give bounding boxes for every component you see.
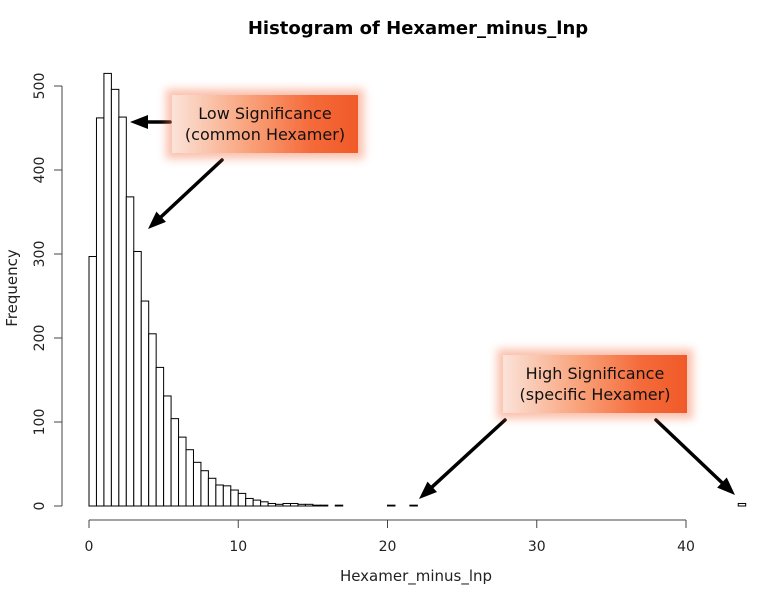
histogram-bar <box>155 366 165 507</box>
histogram-bar <box>245 497 254 507</box>
histogram-bar <box>252 499 262 507</box>
histogram-bar <box>170 418 180 507</box>
arrow-high-left <box>419 418 507 499</box>
annotation-arrows <box>130 115 735 499</box>
histogram-bar <box>148 333 157 507</box>
x-tick-label: 30 <box>528 539 546 555</box>
x-axis: 0 10 20 30 40 <box>85 519 695 555</box>
histogram-bar <box>387 504 396 507</box>
histogram-bar <box>222 485 232 507</box>
x-axis-label: Hexamer_minus_lnp <box>340 567 492 586</box>
y-tick-label: 200 <box>32 325 48 352</box>
histogram-bar <box>192 461 202 507</box>
histogram-bar <box>207 477 217 507</box>
y-tick-label: 500 <box>32 73 48 100</box>
histogram-bar <box>110 88 120 507</box>
arrow-high-right <box>654 418 735 495</box>
y-tick-label: 0 <box>32 502 48 511</box>
arrow-low-left <box>130 115 172 129</box>
histogram-bar <box>409 504 418 507</box>
high-significance-callout: High Significance (specific Hexamer) <box>503 355 687 413</box>
histogram-bar <box>163 395 172 507</box>
histogram-bar <box>230 489 239 507</box>
histogram-bar <box>178 436 187 507</box>
chart-title: Histogram of Hexamer_minus_lnp <box>248 18 588 39</box>
bars-group <box>88 72 747 507</box>
y-axis-label: Frequency <box>3 249 21 327</box>
histogram-bar <box>267 502 277 507</box>
histogram-bar <box>289 502 299 507</box>
x-tick-label: 10 <box>229 539 247 555</box>
histogram-bar <box>312 504 321 507</box>
histogram-bar <box>237 492 247 507</box>
y-axis: 0 100 200 300 400 500 <box>32 73 63 511</box>
histogram-bar <box>140 300 150 507</box>
histogram-bar <box>185 449 194 507</box>
histogram-bar <box>304 503 314 507</box>
histogram-bar <box>133 250 142 507</box>
histogram-bar <box>334 504 344 507</box>
low-significance-callout: Low Significance (common Hexamer) <box>172 95 358 153</box>
y-tick-label: 100 <box>32 409 48 436</box>
histogram-bar <box>282 502 291 507</box>
histogram-bar <box>215 484 224 507</box>
y-tick-label: 300 <box>32 241 48 268</box>
histogram-bar <box>260 501 269 507</box>
histogram-bar <box>297 503 306 507</box>
x-tick-label: 0 <box>85 539 94 555</box>
histogram-bar <box>125 196 135 507</box>
x-tick-label: 40 <box>677 539 695 555</box>
histogram-bar <box>200 470 209 507</box>
histogram-bar <box>88 256 97 507</box>
x-tick-label: 20 <box>379 539 397 555</box>
histogram-bar <box>737 502 747 507</box>
y-tick-label: 400 <box>32 157 48 184</box>
arrow-low-down <box>148 158 224 229</box>
histogram-bar <box>319 504 329 507</box>
histogram-bar <box>275 503 284 507</box>
histogram-bar <box>103 72 112 507</box>
histogram-bar <box>95 117 105 507</box>
histogram-bar <box>118 116 127 507</box>
